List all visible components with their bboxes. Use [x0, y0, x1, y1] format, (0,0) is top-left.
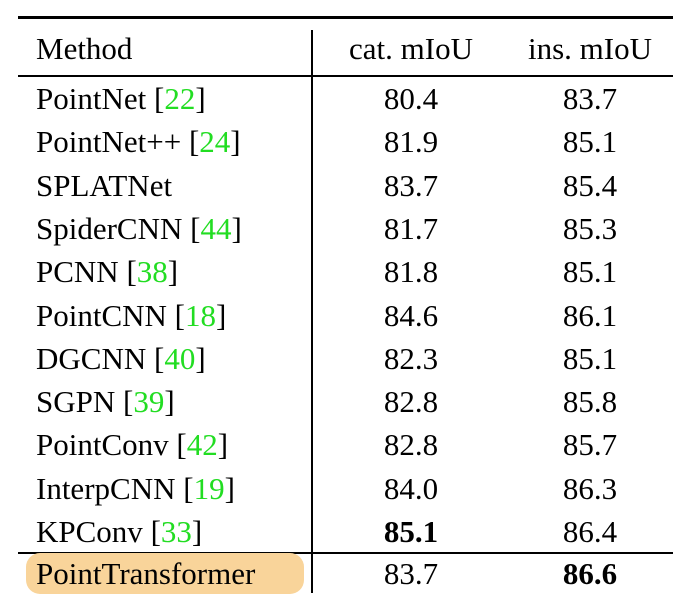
cat-miou-value: 81.8 — [383, 254, 439, 290]
citation-link[interactable]: 38 — [136, 254, 168, 290]
method-name: PointTransformer — [36, 556, 256, 591]
final-row-rule — [18, 552, 673, 554]
method-cell: SpiderCNN [44] — [36, 210, 242, 246]
table-row: KPConv [33] 85.1 86.4 — [0, 510, 691, 553]
method-name: SGPN — [36, 384, 116, 420]
table-row: InterpCNN [19] 84.0 86.3 — [0, 467, 691, 510]
cat-miou-value: 84.6 — [383, 297, 439, 333]
citation-link[interactable]: 39 — [133, 384, 165, 420]
citation-link[interactable]: 44 — [200, 210, 232, 246]
cat-miou-value: 84.0 — [383, 470, 439, 506]
table-row: PointConv [42] 82.8 85.7 — [0, 423, 691, 466]
table-row-final: PointTransformer 83.7 86.6 — [0, 552, 691, 595]
ins-miou-value: 85.8 — [562, 384, 618, 420]
method-name: SPLATNet — [36, 167, 173, 203]
header-row: Method cat. mIoU ins. mIoU — [0, 27, 691, 70]
ins-miou-value: 85.1 — [562, 340, 618, 376]
table-row: SGPN [39] 82.8 85.8 — [0, 380, 691, 423]
ins-miou-value: 86.1 — [562, 297, 618, 333]
table-row: PointNet++ [24] 81.9 85.1 — [0, 120, 691, 163]
method-name: SpiderCNN — [36, 210, 183, 246]
method-name: KPConv — [36, 514, 143, 549]
ins-miou-value: 83.7 — [562, 81, 618, 116]
method-cell: InterpCNN [19] — [36, 470, 235, 506]
citation-link[interactable]: 42 — [186, 427, 218, 463]
ins-miou-value: 85.4 — [562, 167, 618, 203]
method-name: PointCNN — [36, 297, 167, 333]
method-cell: PointNet [22] — [36, 81, 206, 116]
method-cell: PointNet++ [24] — [36, 124, 241, 160]
cat-miou-value: 80.4 — [383, 81, 439, 116]
ins-miou-value: 85.1 — [562, 124, 618, 160]
method-cell: SGPN [39] — [36, 384, 175, 420]
method-cell: DGCNN [40] — [36, 340, 206, 376]
cat-miou-value: 82.8 — [383, 384, 439, 420]
table-top-rule — [18, 16, 673, 19]
cat-miou-value: 85.1 — [383, 514, 439, 549]
method-name: PointConv — [36, 427, 169, 463]
table-row: SpiderCNN [44] 81.7 85.3 — [0, 207, 691, 250]
method-name: PCNN — [36, 254, 119, 290]
citation-link[interactable]: 22 — [164, 81, 196, 116]
header-cat-miou: cat. mIoU — [349, 31, 473, 66]
cat-miou-value: 83.7 — [383, 167, 439, 203]
citation-link[interactable]: 24 — [199, 124, 231, 160]
header-method: Method — [36, 31, 133, 66]
table-row: PointCNN [18] 84.6 86.1 — [0, 294, 691, 337]
ins-miou-value: 85.7 — [562, 427, 618, 463]
ins-miou-value: 86.6 — [562, 556, 618, 591]
header-rule — [18, 75, 673, 77]
cat-miou-value: 83.7 — [383, 556, 439, 591]
method-name: PointNet — [36, 81, 147, 116]
method-cell: PCNN [38] — [36, 254, 179, 290]
method-cell: KPConv [33] — [36, 514, 203, 549]
ins-miou-value: 85.3 — [562, 210, 618, 246]
highlight-marker — [26, 553, 304, 594]
citation-link[interactable]: 18 — [185, 297, 216, 333]
table-row: PointNet [22] 80.4 83.7 — [0, 77, 691, 120]
method-cell: PointConv [42] — [36, 427, 229, 463]
table-row: PCNN [38] 81.8 85.1 — [0, 250, 691, 293]
method-cell: PointCNN [18] — [36, 297, 227, 333]
ins-miou-value: 86.3 — [562, 470, 618, 506]
method-name: DGCNN — [36, 340, 147, 376]
cat-miou-value: 81.7 — [383, 210, 439, 246]
citation-link[interactable]: 33 — [160, 514, 192, 549]
table-row: DGCNN [40] 82.3 85.1 — [0, 337, 691, 380]
cat-miou-value: 82.3 — [383, 340, 439, 376]
ins-miou-value: 86.4 — [562, 514, 618, 549]
header-ins-miou: ins. mIoU — [528, 31, 652, 66]
method-cell: SPLATNet — [36, 164, 172, 207]
cat-miou-value: 81.9 — [383, 124, 439, 160]
method-name: PointNet++ — [36, 124, 182, 160]
method-name: InterpCNN — [36, 470, 176, 506]
column-divider — [311, 30, 313, 593]
citation-link[interactable]: 40 — [164, 340, 196, 376]
table-row: SPLATNet 83.7 85.4 — [0, 164, 691, 207]
cat-miou-value: 82.8 — [383, 427, 439, 463]
ins-miou-value: 85.1 — [562, 254, 618, 290]
citation-link[interactable]: 19 — [193, 470, 225, 506]
